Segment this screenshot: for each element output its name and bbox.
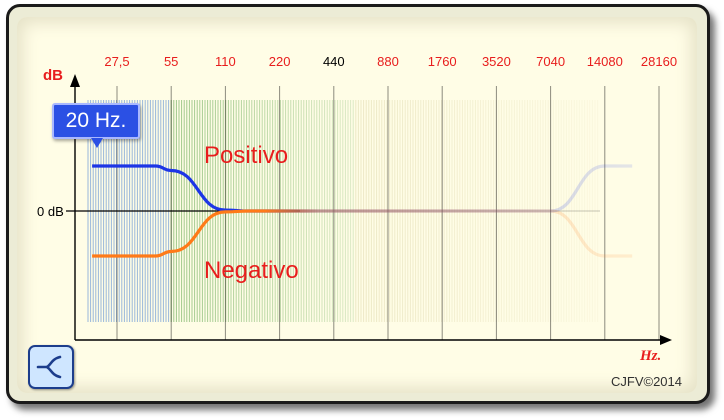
x-tick-label: 440 bbox=[323, 54, 345, 69]
x-tick-label: 14080 bbox=[587, 54, 623, 69]
x-tick-label: 110 bbox=[215, 54, 236, 69]
plot-panel bbox=[17, 17, 697, 393]
x-axis-unit: Hz. bbox=[639, 348, 661, 364]
tooltip-pointer bbox=[91, 138, 103, 148]
x-tick-label: 880 bbox=[377, 54, 399, 69]
x-tick-label: 3520 bbox=[482, 54, 511, 69]
negative-label: Negativo bbox=[204, 257, 299, 284]
credit-text: CJFV©2014 bbox=[611, 374, 682, 389]
negative-curve bbox=[92, 209, 633, 258]
x-tick-labels: 27,5 55 110 220 440 880 1760 3520 7040 14080 28160 bbox=[104, 54, 677, 69]
x-tick-label: 220 bbox=[269, 54, 291, 69]
x-tick-label: 1760 bbox=[428, 54, 457, 69]
filter-type-button[interactable] bbox=[28, 345, 74, 389]
zero-db-label: 0 dB bbox=[37, 204, 64, 219]
x-tick-label: 7040 bbox=[536, 54, 565, 69]
x-tick-label: 55 bbox=[164, 54, 178, 69]
x-axis-arrow bbox=[660, 335, 672, 345]
frequency-marker-tooltip: 20 Hz. bbox=[52, 103, 140, 139]
x-tick-label: 28160 bbox=[641, 54, 677, 69]
y-axis-arrow bbox=[70, 74, 80, 87]
positive-label: Positivo bbox=[204, 142, 288, 169]
app-frame bbox=[6, 4, 710, 404]
y-axis-label: dB bbox=[43, 67, 63, 84]
tick-lines bbox=[116, 86, 660, 340]
shelf-filter-icon bbox=[36, 355, 62, 379]
x-tick-label: 27,5 bbox=[104, 54, 129, 69]
